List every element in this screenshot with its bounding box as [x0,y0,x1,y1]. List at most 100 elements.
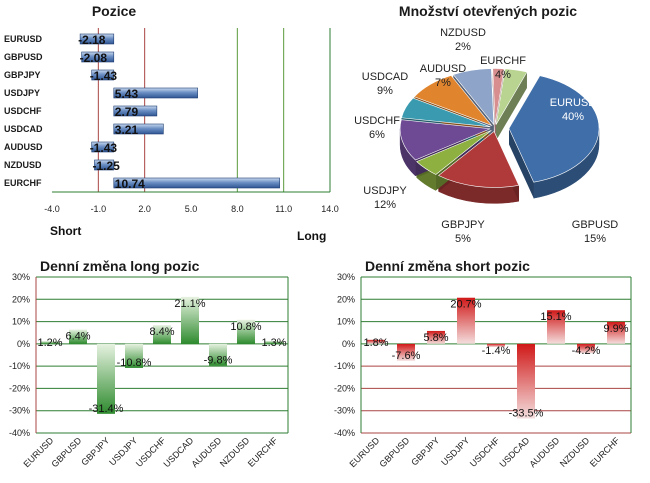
y-tick-label: -30% [334,406,355,416]
pie-label-usdcad: USDCAD 9% [362,71,409,97]
value-label-usdchf: 2.79 [115,105,139,119]
value-label-usdchf: 8.4% [149,326,174,338]
pie-slice-gbpjpy [416,130,492,175]
bar-eurusd [79,33,115,45]
pie-label-nzdusd: NZDUSD 2% [440,27,486,53]
bar-usdcad [517,343,535,419]
y-tick-label: -40% [9,428,30,438]
pie-value-usdcad: 9% [377,85,393,97]
y-tick-label: 0% [342,339,355,349]
bar-usdchf [113,105,158,117]
category-label-usdjpy: USDJPY [439,435,471,467]
open-interest-chart-svg: Množství otevřených pozic EURUSD 40% GBPUSD… [354,3,619,245]
bar-eurusd [367,339,385,344]
positions-chart-svg: Pozice -4.0 -1.0 2.0 5.0 8.0 11.0 14.0 EURUSD -2.… [4,3,339,243]
value-label-usdjpy: 5.43 [115,87,139,101]
category-label-gbpjpy: GBPJPY [409,435,441,467]
long-label: Long [297,229,326,243]
bar-gbpusd [69,329,87,344]
bar-nzdusd [94,159,115,171]
value-label-eurchf: 1.3% [261,337,286,349]
pie-label-gbpusd: GBPUSD 15% [572,219,619,245]
value-label-gbpjpy: -1.43 [90,69,118,83]
value-label-usdcad: 3.21 [115,123,139,137]
category-label-eurusd: EURUSD [347,435,381,469]
pie-value-eurchf: 4% [495,69,511,81]
x-tick-label: 5.0 [185,204,198,214]
category-label-gbpusd: GBPUSD [49,435,83,469]
pie-category-eurchf: EURCHF [480,55,526,67]
value-label-eurusd: -2.18 [78,33,106,47]
category-label-gbpjpy: GBPJPY [4,70,41,80]
y-tick-label: 30% [12,272,30,282]
bar-usdcad [113,123,164,135]
y-tick-label: 30% [337,272,355,282]
pie-value-audusd: 7% [435,77,451,89]
y-tick-label: 20% [12,294,30,304]
pie-category-gbpjpy: GBPJPY [441,219,485,231]
category-label-nzdusd: NZDUSD [4,160,42,170]
category-label-nzdusd: NZDUSD [558,435,592,469]
value-label-audusd: -1.43 [90,141,118,155]
value-label-gbpjpy: 5.8% [423,332,448,344]
pie-value-nzdusd: 2% [455,41,471,53]
long-change-chart-svg: Denní změna long pozic 30% 20% 10% 0% -10% -20… [9,258,289,469]
category-label-audusd: AUDUSD [189,435,223,469]
pie-slice-gbpusd [438,130,520,188]
pie-slice-eurchf [495,68,528,125]
pie-category-eurusd: EURUSD [550,97,597,109]
bar-gbpjpy [427,330,445,344]
category-label-audusd: AUDUSD [527,435,561,469]
bar-gbpjpy [91,69,115,81]
value-label-gbpusd: -2.08 [80,51,108,65]
bar-gbpusd [81,51,115,63]
pie-edge-eurchf [496,71,527,141]
bar-usdjpy [125,343,143,368]
pie-category-usdchf: USDCHF [354,115,400,127]
x-tick-label: 14.0 [321,204,339,214]
value-label-usdchf: -1.4% [482,345,511,357]
short-change-chart: Denní změna short pozic 30% 20% 10% 0% -10% -2… [325,255,650,483]
bar-eurchf [113,177,280,189]
bar-gbpjpy [97,343,115,414]
pie-category-gbpusd: GBPUSD [572,219,619,231]
pie-value-gbpjpy: 5% [455,233,471,245]
pie-slice-nzdusd [492,68,505,125]
pie-label-usdjpy: USDJPY 12% [363,185,407,211]
open-interest-title: Množství otevřených pozic [399,3,577,19]
bar-usdjpy [457,297,475,344]
y-tick-label: -20% [334,383,355,393]
y-tick-label: 10% [12,317,30,327]
category-label-gbpusd: GBPUSD [4,52,43,62]
pie-edge-eurusd [508,128,534,199]
y-tick-label: -40% [334,428,355,438]
pie-category-usdjpy: USDJPY [363,185,407,197]
x-tick-label: 2.0 [138,204,151,214]
y-tick-label: -10% [9,361,30,371]
pie-label-eurusd: EURUSD 40% [550,97,597,123]
bar-eurchf [607,321,625,344]
value-label-nzdusd: 10.8% [230,321,261,333]
pie-slice-usdjpy [399,119,491,161]
value-label-usdcad: -33.5% [509,408,544,420]
short-label: Short [50,224,81,238]
bar-usdcad [181,296,199,344]
pie-value-usdchf: 6% [369,129,385,141]
value-label-usdjpy: 20.7% [450,299,481,311]
category-label-eurusd: EURUSD [4,34,43,44]
pie-slice-audusd [452,68,495,126]
value-label-eurchf: 10.74 [115,177,145,191]
bar-usdjpy [113,87,198,99]
x-tick-label: -4.0 [44,204,60,214]
value-label-audusd: 15.1% [540,311,571,323]
value-label-gbpjpy: -31.4% [89,403,124,415]
y-tick-label: -20% [9,383,30,393]
bar-nzdusd [237,319,255,344]
pie-value-gbpusd: 15% [584,233,606,245]
value-label-gbpusd: 6.4% [65,331,90,343]
pie-slice-usdchf [401,97,491,128]
short-change-chart-svg: Denní změna short pozic 30% 20% 10% 0% -10% -2… [334,258,632,469]
category-label-gbpjpy: GBPJPY [79,435,111,467]
bar-usdchf [153,325,171,344]
value-label-eurchf: 9.9% [603,323,628,335]
